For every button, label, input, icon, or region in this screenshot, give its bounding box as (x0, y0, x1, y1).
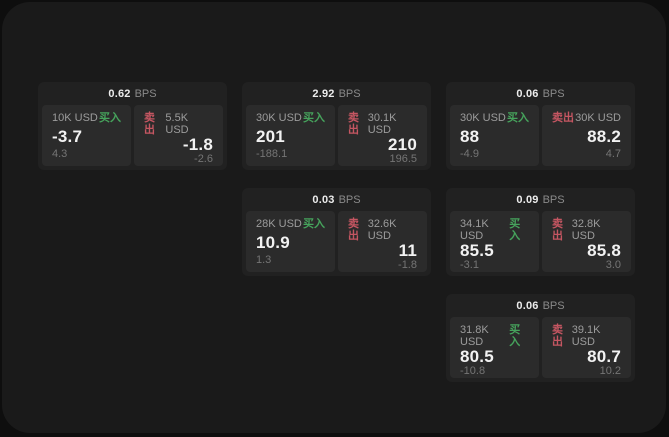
sell-tile[interactable]: 卖出 5.5K USD -1.8 -2.6 (134, 105, 223, 166)
quote-card: 0.03 BPS 28K USD 买入 10.9 1.3 卖出 32.6K US… (242, 188, 431, 276)
sell-delta: -2.6 (194, 153, 213, 166)
sell-label: 卖出 (144, 112, 155, 137)
sell-tile[interactable]: 卖出 32.6K USD 11 -1.8 (338, 211, 427, 272)
buy-tile[interactable]: 30K USD 买入 88 -4.9 (450, 105, 539, 166)
bps-unit-label: BPS (542, 299, 565, 312)
sell-amount: 32.6K USD (367, 218, 397, 243)
quote-card: 0.62 BPS 10K USD 买入 -3.7 4.3 卖出 5.5K USD… (38, 82, 227, 170)
sell-delta: 10.2 (599, 365, 621, 378)
quote-body: 30K USD 买入 201 -188.1 卖出 30.1K USD 210 1… (246, 105, 427, 166)
sell-amount: 30K USD (575, 112, 621, 124)
sell-label: 卖出 (348, 112, 359, 137)
sell-delta: 3.0 (605, 259, 621, 272)
buy-price: 85.5 (460, 241, 494, 261)
bps-unit-label: BPS (338, 87, 361, 100)
buy-amount: 28K USD (256, 218, 302, 230)
spread-value: 0.62 (108, 87, 131, 100)
quote-card: 0.06 BPS 31.8K USD 买入 80.5 -10.8 卖出 39.1… (446, 294, 635, 382)
quote-body: 28K USD 买入 10.9 1.3 卖出 32.6K USD 11 -1.8 (246, 211, 427, 272)
spread-value: 0.09 (516, 193, 539, 206)
sell-price: -1.8 (182, 135, 213, 155)
buy-delta: 1.3 (256, 253, 272, 266)
spread-header: 0.09 BPS (450, 188, 631, 211)
quote-body: 31.8K USD 买入 80.5 -10.8 卖出 39.1K USD 80.… (450, 317, 631, 378)
buy-price: 80.5 (460, 347, 494, 367)
spread-header: 2.92 BPS (246, 82, 427, 105)
sell-amount: 5.5K USD (165, 112, 189, 137)
sell-tile[interactable]: 卖出 39.1K USD 80.7 10.2 (542, 317, 631, 378)
buy-amount: 30K USD (256, 112, 302, 124)
sell-label: 卖出 (552, 218, 563, 243)
buy-delta: -3.1 (460, 259, 479, 272)
buy-price: 88 (460, 126, 480, 146)
spread-value: 0.03 (312, 193, 335, 206)
quote-card: 0.06 BPS 30K USD 买入 88 -4.9 卖出 30K USD 8… (446, 82, 635, 170)
bps-unit-label: BPS (134, 87, 157, 100)
sell-price: 88.2 (587, 126, 621, 146)
quote-body: 30K USD 买入 88 -4.9 卖出 30K USD 88.2 4.7 (450, 105, 631, 166)
buy-price: -3.7 (52, 126, 83, 146)
buy-delta: 4.3 (52, 147, 68, 160)
sell-price: 11 (398, 241, 417, 261)
sell-tile[interactable]: 卖出 30K USD 88.2 4.7 (542, 105, 631, 166)
buy-label: 买入 (509, 324, 521, 349)
spread-value: 2.92 (312, 87, 335, 100)
quote-card-grid: 0.62 BPS 10K USD 买入 -3.7 4.3 卖出 5.5K USD… (38, 82, 635, 382)
spread-header: 0.62 BPS (42, 82, 223, 105)
spread-header: 0.03 BPS (246, 188, 427, 211)
buy-tile[interactable]: 28K USD 买入 10.9 1.3 (246, 211, 335, 272)
bps-unit-label: BPS (542, 193, 565, 206)
quote-card: 2.92 BPS 30K USD 买入 201 -188.1 卖出 30.1K … (242, 82, 431, 170)
buy-delta: -4.9 (460, 147, 479, 160)
quote-body: 34.1K USD 买入 85.5 -3.1 卖出 32.8K USD 85.8… (450, 211, 631, 272)
buy-tile[interactable]: 31.8K USD 买入 80.5 -10.8 (450, 317, 539, 378)
sell-price: 210 (388, 135, 417, 155)
bps-unit-label: BPS (542, 87, 565, 100)
sell-label: 卖出 (348, 218, 359, 243)
spread-header: 0.06 BPS (450, 294, 631, 317)
sell-amount: 32.8K USD (571, 218, 601, 243)
spread-value: 0.06 (516, 299, 539, 312)
spread-value: 0.06 (516, 87, 539, 100)
buy-delta: -188.1 (256, 147, 288, 160)
sell-label: 卖出 (552, 112, 574, 124)
sell-amount: 30.1K USD (367, 112, 397, 137)
quote-body: 10K USD 买入 -3.7 4.3 卖出 5.5K USD -1.8 -2.… (42, 105, 223, 166)
sell-label: 卖出 (552, 324, 563, 349)
buy-price: 201 (256, 126, 285, 146)
sell-delta: 4.7 (605, 147, 621, 160)
sell-price: 80.7 (587, 347, 621, 367)
buy-amount: 31.8K USD (460, 324, 489, 349)
buy-tile[interactable]: 30K USD 买入 201 -188.1 (246, 105, 335, 166)
buy-amount: 10K USD (52, 112, 98, 124)
spread-header: 0.06 BPS (450, 82, 631, 105)
buy-label: 买入 (509, 218, 521, 243)
buy-amount: 30K USD (460, 112, 506, 124)
buy-label: 买入 (303, 218, 325, 230)
sell-delta: 196.5 (389, 153, 417, 166)
buy-label: 买入 (99, 112, 121, 124)
buy-tile[interactable]: 10K USD 买入 -3.7 4.3 (42, 105, 131, 166)
buy-label: 买入 (303, 112, 325, 124)
buy-amount: 34.1K USD (460, 218, 489, 243)
sell-price: 85.8 (587, 241, 621, 261)
sell-tile[interactable]: 卖出 30.1K USD 210 196.5 (338, 105, 427, 166)
buy-label: 买入 (507, 112, 529, 124)
buy-tile[interactable]: 34.1K USD 买入 85.5 -3.1 (450, 211, 539, 272)
buy-delta: -10.8 (460, 365, 486, 378)
buy-price: 10.9 (256, 232, 290, 252)
bps-unit-label: BPS (338, 193, 361, 206)
sell-delta: -1.8 (398, 259, 417, 272)
sell-amount: 39.1K USD (571, 324, 601, 349)
sell-tile[interactable]: 卖出 32.8K USD 85.8 3.0 (542, 211, 631, 272)
quote-card: 0.09 BPS 34.1K USD 买入 85.5 -3.1 卖出 32.8K… (446, 188, 635, 276)
